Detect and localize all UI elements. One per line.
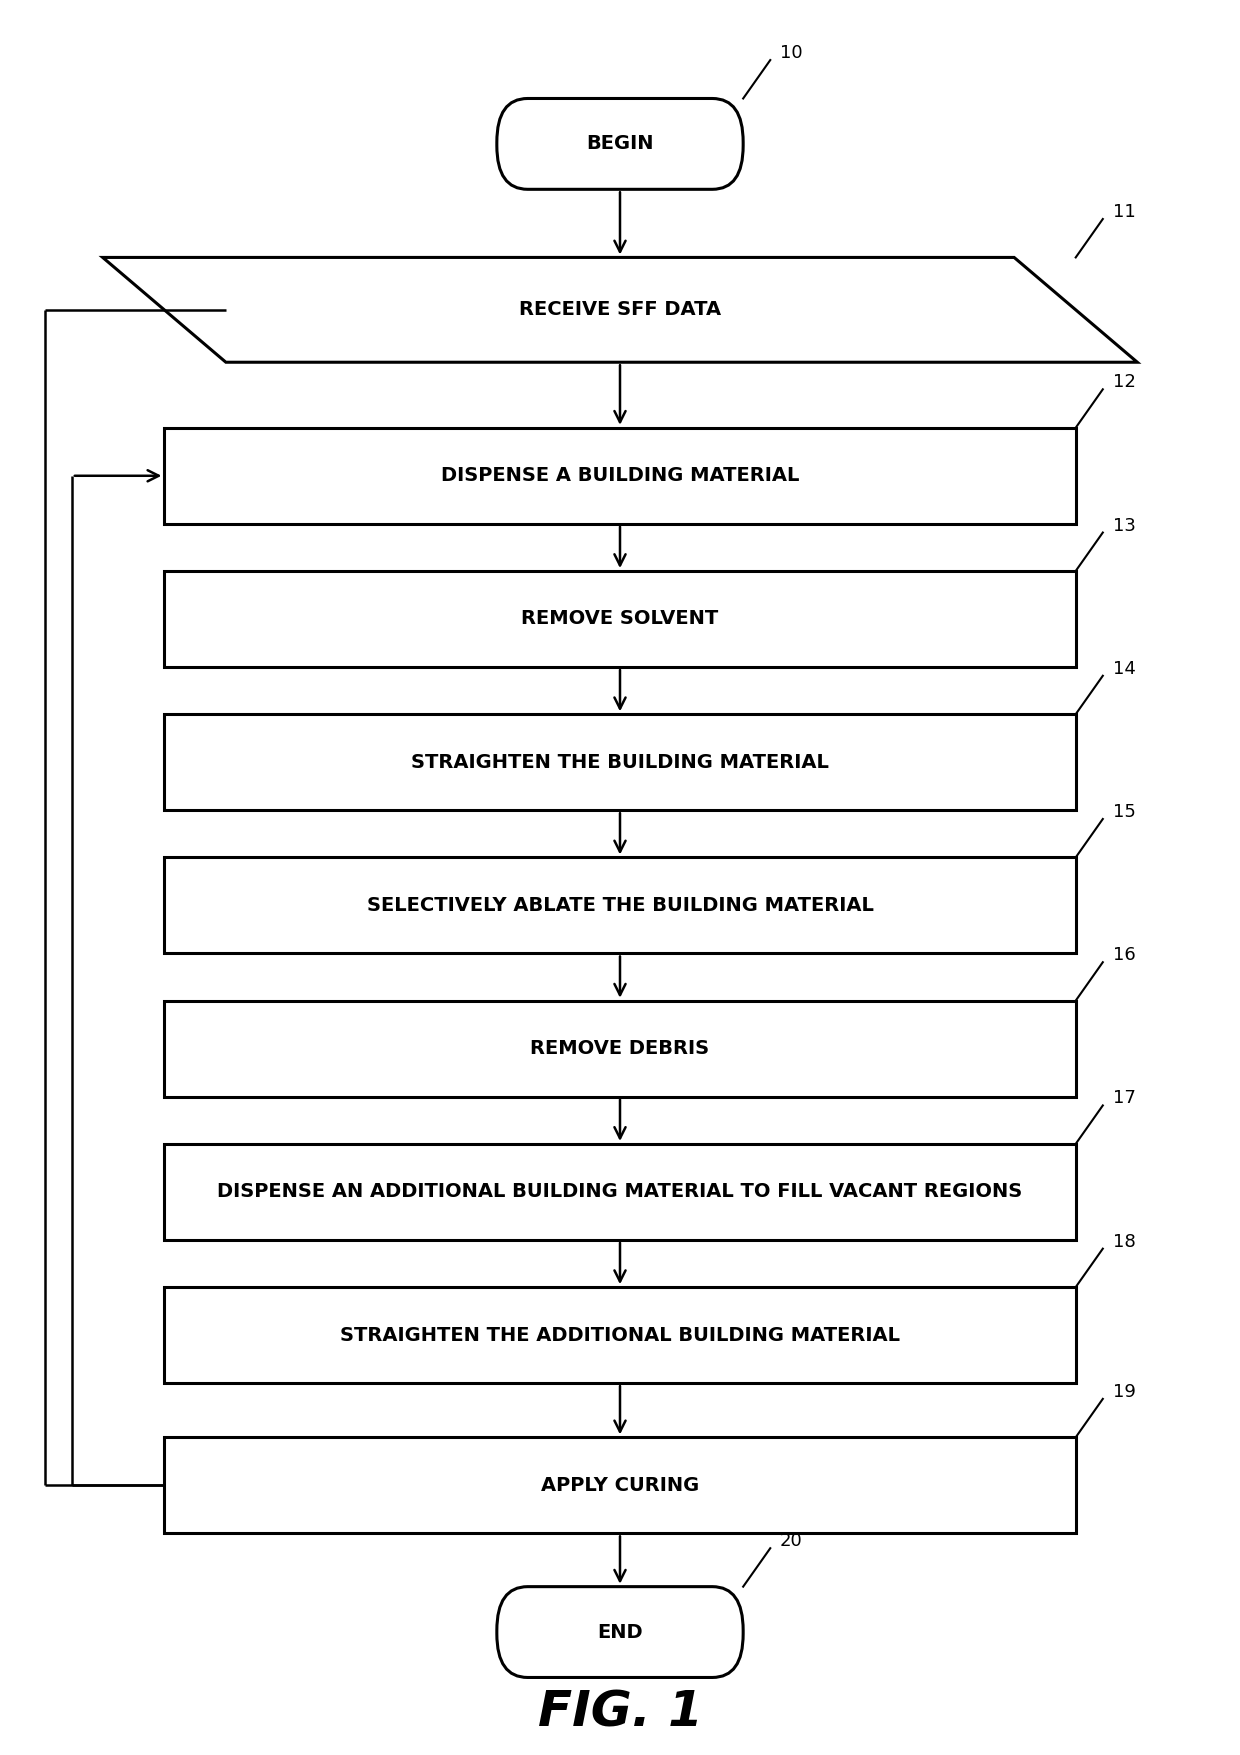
Bar [164, 428, 1076, 523]
Bar [164, 858, 1076, 953]
Text: 14: 14 [1112, 660, 1136, 677]
Text: APPLY CURING: APPLY CURING [541, 1476, 699, 1495]
Text: 17: 17 [1112, 1090, 1136, 1107]
FancyBboxPatch shape [497, 1587, 743, 1678]
Text: REMOVE DEBRIS: REMOVE DEBRIS [531, 1039, 709, 1058]
Text: DISPENSE A BUILDING MATERIAL: DISPENSE A BUILDING MATERIAL [440, 467, 800, 486]
Text: 10: 10 [780, 44, 802, 61]
Text: END: END [598, 1623, 642, 1641]
Text: 15: 15 [1112, 804, 1136, 821]
Text: 20: 20 [780, 1532, 802, 1550]
Text: 18: 18 [1112, 1232, 1136, 1251]
Bar [164, 714, 1076, 811]
Text: STRAIGHTEN THE BUILDING MATERIAL: STRAIGHTEN THE BUILDING MATERIAL [412, 753, 828, 772]
Text: STRAIGHTEN THE ADDITIONAL BUILDING MATERIAL: STRAIGHTEN THE ADDITIONAL BUILDING MATER… [340, 1325, 900, 1344]
Text: RECEIVE SFF DATA: RECEIVE SFF DATA [518, 300, 722, 319]
Text: SELECTIVELY ABLATE THE BUILDING MATERIAL: SELECTIVELY ABLATE THE BUILDING MATERIAL [367, 897, 873, 914]
FancyBboxPatch shape [497, 98, 743, 190]
Bar [164, 1437, 1076, 1534]
Text: 11: 11 [1112, 204, 1136, 221]
Text: 13: 13 [1112, 516, 1136, 535]
Polygon shape [103, 258, 1137, 362]
Text: REMOVE SOLVENT: REMOVE SOLVENT [521, 609, 719, 628]
Bar [164, 1286, 1076, 1383]
Bar [164, 1144, 1076, 1241]
Bar [164, 1000, 1076, 1097]
Text: 12: 12 [1112, 374, 1136, 391]
Text: DISPENSE AN ADDITIONAL BUILDING MATERIAL TO FILL VACANT REGIONS: DISPENSE AN ADDITIONAL BUILDING MATERIAL… [217, 1183, 1023, 1202]
Text: FIG. 1: FIG. 1 [538, 1688, 702, 1736]
Text: 19: 19 [1112, 1383, 1136, 1400]
Text: BEGIN: BEGIN [587, 135, 653, 153]
Bar [164, 570, 1076, 667]
Text: 16: 16 [1112, 946, 1136, 963]
